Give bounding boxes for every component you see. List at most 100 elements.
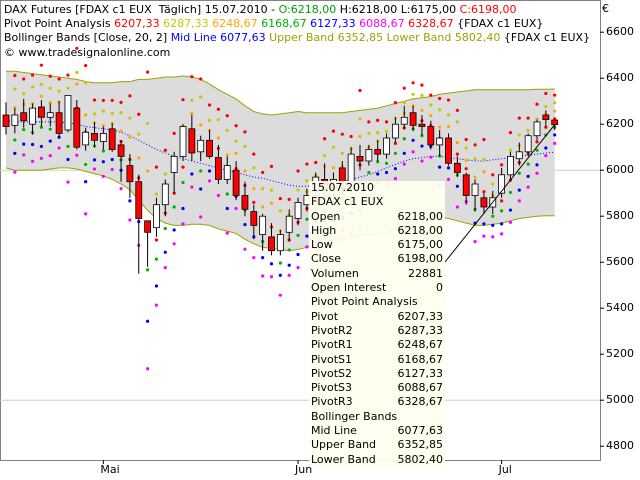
pivot-s3-dot xyxy=(92,167,97,171)
pivot-r2-dot xyxy=(252,166,256,170)
pivot-r2-dot xyxy=(446,113,451,117)
pivot-r3-dot xyxy=(553,93,557,97)
info-value: 6127,33 xyxy=(397,366,444,380)
pivot-s2-dot xyxy=(402,151,406,155)
pivot-s3-dot xyxy=(48,154,52,158)
candle-up xyxy=(515,151,523,160)
pivot-r1-dot xyxy=(358,134,362,139)
pivot-r3-dot xyxy=(261,170,265,175)
candle-up xyxy=(400,116,408,125)
pivot-r3-dot xyxy=(508,131,513,135)
pivot-s3-dot xyxy=(500,232,504,236)
info-value: 6207,33 xyxy=(397,309,444,323)
pivot-s3-dot xyxy=(207,179,212,183)
info-label: Mid Line xyxy=(311,424,357,438)
pivot-s1-dot xyxy=(278,261,282,265)
info-value: 5802,40 xyxy=(397,452,444,466)
info-label: PivotS2 xyxy=(311,366,352,380)
info-value: 6168,67 xyxy=(397,352,444,366)
info-bb-title: Bollinger Bands xyxy=(311,409,398,423)
x-tick-label: Jun xyxy=(295,463,313,476)
pivot-s2-dot xyxy=(517,188,521,192)
pivot-s1-dot xyxy=(146,268,150,272)
pivot-s3-dot xyxy=(243,247,247,251)
candle-up xyxy=(391,123,399,139)
pivot-s3-dot xyxy=(181,222,185,226)
pivot-s3-dot xyxy=(110,167,114,172)
candle-up xyxy=(533,121,541,137)
pivot-s2-dot xyxy=(500,222,504,226)
candle-down xyxy=(374,149,382,155)
pivot-r2-dot xyxy=(323,154,327,158)
pivot-r3-dot xyxy=(438,96,442,101)
pivot-r3-dot xyxy=(39,63,44,67)
candle-down xyxy=(55,112,63,134)
pivot-r3-dot xyxy=(57,77,61,81)
pivot-r1-dot xyxy=(429,114,433,118)
pivot-s3-dot xyxy=(101,174,105,178)
pivot-r3-dot xyxy=(420,83,424,87)
y-tick-label: 5200 xyxy=(606,347,634,361)
candle-down xyxy=(551,119,559,126)
info-value: 6198,00 xyxy=(397,252,444,266)
info-row: Upper Band 6352,85 xyxy=(309,438,445,452)
pivot-s3-dot xyxy=(22,153,26,157)
pivot-s3-value: 6088,67 xyxy=(359,17,405,30)
pivot-s3-dot xyxy=(57,146,61,150)
candle-down xyxy=(250,211,258,226)
pivot-r2-dot xyxy=(30,85,35,89)
y-tick-label: 5400 xyxy=(606,301,634,315)
pivot-s3-dot xyxy=(455,205,459,209)
pivot-r2-dot xyxy=(207,118,212,122)
candle-down xyxy=(356,155,364,162)
pivot-title: Pivot Point Analysis xyxy=(4,17,115,30)
pivot-s3-dot xyxy=(172,242,176,246)
info-value: 6088,67 xyxy=(397,381,444,395)
info-row: Volumen 22881 xyxy=(309,267,445,281)
bollinger-suffix: {FDAX c1 EUX} xyxy=(500,31,591,44)
info-row: PivotS3 6088,67 xyxy=(309,381,445,395)
pivot-dot xyxy=(482,190,486,194)
pivot-s3-dot xyxy=(305,245,309,249)
pivot-r3-dot xyxy=(517,116,521,120)
pivot-r3-dot xyxy=(190,75,194,79)
pivot-s3-dot xyxy=(402,162,406,166)
pivot-r2-dot xyxy=(367,131,371,135)
pivot-s2-dot xyxy=(278,273,282,277)
copyright: © www.tradesignalonline.com xyxy=(4,46,171,59)
pivot-r3-dot xyxy=(199,77,203,81)
info-row: PivotR1 6248,67 xyxy=(309,338,445,352)
info-row: Close 6198,00 xyxy=(309,252,445,266)
y-tick-label: 5800 xyxy=(606,209,634,223)
pivot-r2-dot xyxy=(331,145,336,149)
info-row: PivotR2 6287,33 xyxy=(309,324,445,338)
pivot-s3-dot xyxy=(30,159,35,163)
pivot-r3-dot xyxy=(75,46,79,50)
candle-up xyxy=(170,155,178,173)
candle-up xyxy=(223,165,231,180)
pivot-s1-dot xyxy=(367,170,371,175)
pivot-r3-dot xyxy=(119,100,123,104)
pivot-r3-dot xyxy=(402,86,406,90)
pivot-r2-dot xyxy=(57,89,61,93)
pivot-s1-dot xyxy=(199,169,203,173)
pivot-s3-dot xyxy=(287,273,291,277)
pivot-s3-dot xyxy=(128,218,132,222)
pivot-r3-dot xyxy=(137,112,141,116)
pivot-dot xyxy=(455,152,459,156)
candle-up xyxy=(524,135,532,153)
header-high: H:6218,00 xyxy=(336,3,398,16)
pivot-r2-dot xyxy=(110,111,114,116)
candle-down xyxy=(2,114,10,127)
candle-up xyxy=(82,131,90,146)
info-value: 6077,63 xyxy=(397,424,444,438)
info-value: 6175,00 xyxy=(397,238,444,252)
pivot-s2-dot xyxy=(491,223,495,227)
pivot-r1-dot xyxy=(216,136,220,140)
info-label: Open Interest xyxy=(311,281,387,295)
data-window: 15.07.2010 FDAX c1 EUX Open 6218,00 High 62… xyxy=(309,181,445,467)
info-label: PivotS1 xyxy=(311,352,352,366)
info-value: 6218,00 xyxy=(397,209,444,223)
bollinger-mid: Mid Line 6077,63 xyxy=(170,31,266,44)
pivot-s2-dot xyxy=(384,170,389,175)
